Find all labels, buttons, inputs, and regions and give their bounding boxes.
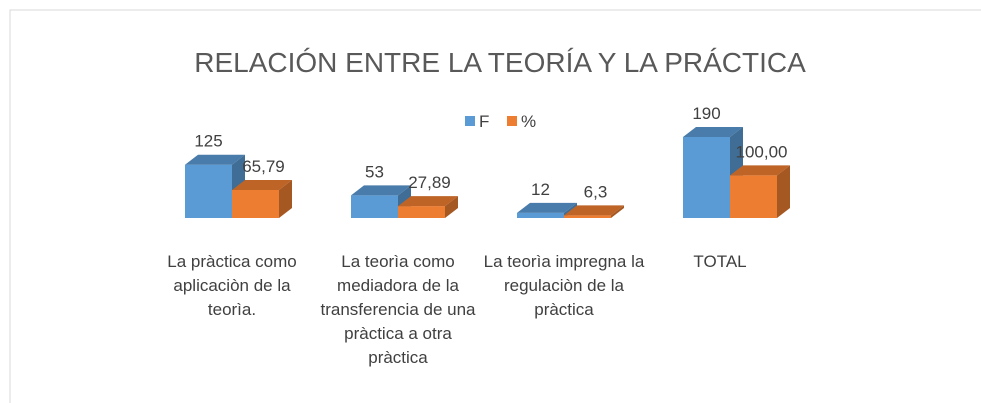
x-tick-label: TOTAL xyxy=(693,252,747,271)
bar-top xyxy=(517,202,577,213)
bar-top xyxy=(398,196,458,207)
x-tick-label: La teorìa como mediadora de la transfere… xyxy=(320,252,476,367)
x-tick-label: La pràctica como aplicaciòn de la teorìa… xyxy=(167,252,297,319)
data-label: 53 xyxy=(365,162,384,181)
data-label: 65,79 xyxy=(242,157,285,176)
data-label: 125 xyxy=(194,132,222,151)
bar-top xyxy=(564,205,624,216)
bar-front xyxy=(351,195,398,218)
bar-side xyxy=(445,196,458,218)
bar-front xyxy=(398,206,445,218)
bar-side xyxy=(279,179,292,218)
bar-top xyxy=(683,127,743,137)
x-tick-label: La teorìa impregna la regulaciòn de la p… xyxy=(483,252,645,319)
legend-swatch xyxy=(507,116,517,126)
bar-side xyxy=(777,165,790,218)
data-label: 12 xyxy=(531,180,550,199)
bar-top xyxy=(730,165,790,176)
bar-front xyxy=(185,164,232,218)
legend-label: F xyxy=(479,112,489,131)
legend-label: % xyxy=(521,112,536,131)
frame xyxy=(9,9,981,403)
chart-title: RELACIÓN ENTRE LA TEORÍA Y LA PRÁCTICA xyxy=(194,47,806,78)
bar-top xyxy=(232,179,292,190)
bar-front xyxy=(730,175,777,218)
data-label: 100,00 xyxy=(736,142,788,161)
bar-front xyxy=(517,212,564,218)
bar-front xyxy=(683,137,730,218)
bar-top xyxy=(185,154,245,165)
data-label: 6,3 xyxy=(584,182,608,201)
bar-front xyxy=(564,215,611,218)
data-label: 27,89 xyxy=(408,173,451,192)
bar-side xyxy=(611,205,624,218)
bar-top xyxy=(351,185,411,196)
data-label: 190 xyxy=(692,104,720,123)
bar-front xyxy=(232,189,279,218)
legend-swatch xyxy=(465,116,475,126)
